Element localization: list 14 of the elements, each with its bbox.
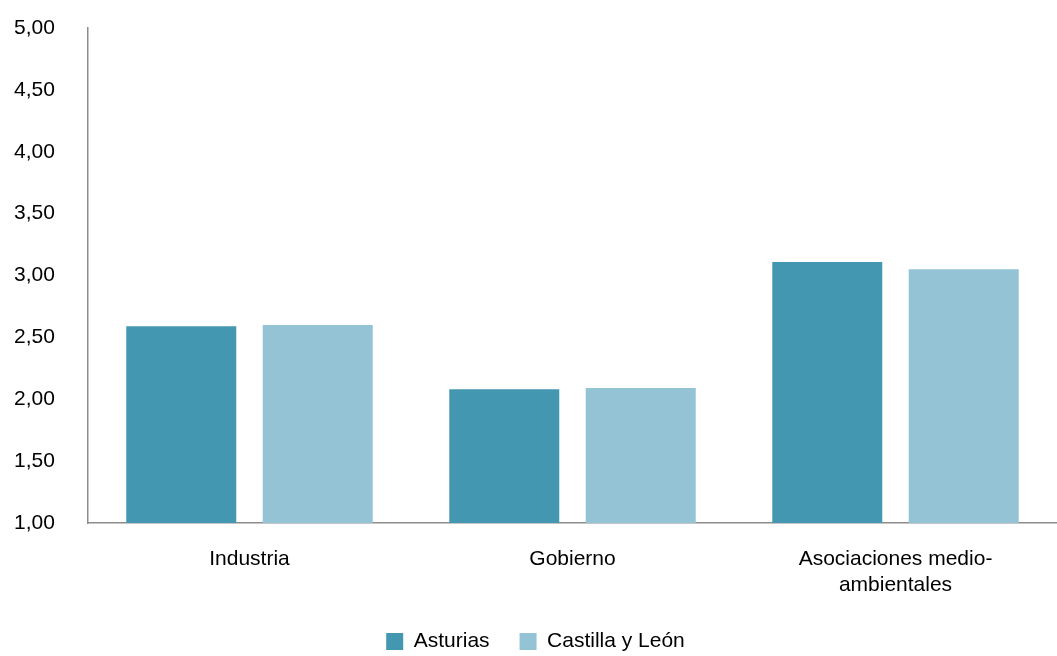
y-tick-label: 4,50	[14, 76, 55, 100]
y-tick-label: 2,50	[14, 324, 55, 348]
x-tick-label: Industria	[209, 546, 291, 570]
x-tick-label: Gobierno	[529, 546, 616, 570]
legend-label: Asturias	[413, 628, 490, 652]
y-tick-label: 3,00	[14, 262, 55, 286]
y-tick-label: 3,50	[14, 200, 55, 224]
y-tick-label: 4,00	[14, 138, 55, 162]
y-tick-label: 1,50	[14, 447, 55, 471]
x-tick-label: Asociaciones medio-ambientales	[798, 546, 993, 595]
y-tick-label: 2,00	[14, 386, 55, 410]
y-tick-label: 5,00	[14, 14, 55, 38]
legend-label: Castilla y León	[547, 628, 685, 652]
y-tick-label: 1,00	[14, 509, 55, 533]
